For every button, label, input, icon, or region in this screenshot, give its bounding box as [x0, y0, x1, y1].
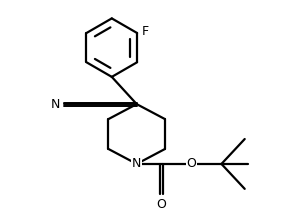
Text: O: O [157, 198, 166, 211]
Text: N: N [132, 157, 141, 170]
Text: F: F [141, 25, 148, 38]
Text: N: N [51, 98, 60, 111]
Text: O: O [187, 157, 196, 170]
